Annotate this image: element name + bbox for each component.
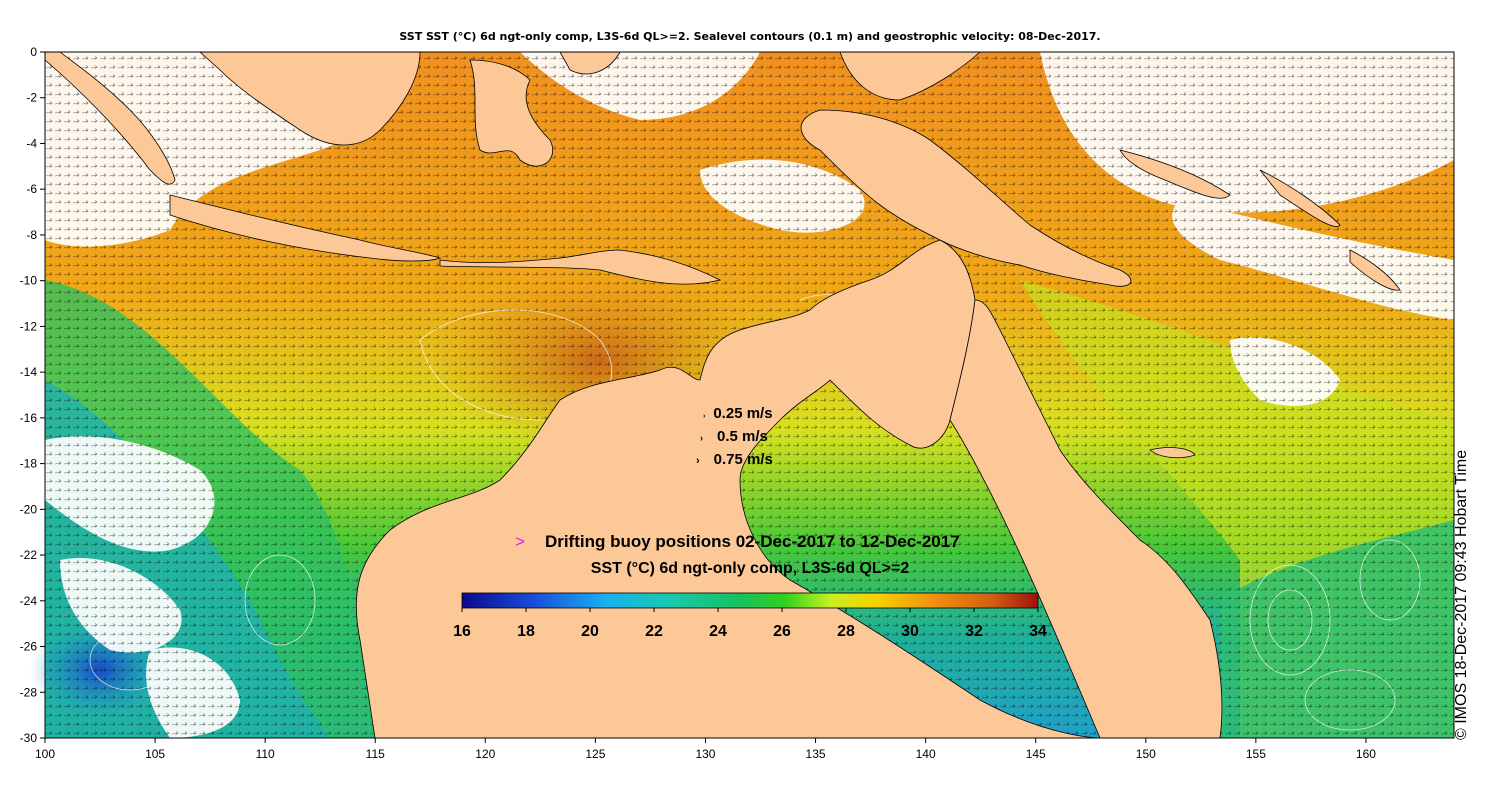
y-tick-label: 0 — [30, 45, 37, 59]
y-tick-label: -20 — [20, 502, 38, 516]
credit-label: © IMOS 18-Dec-2017 09:43 Hobart Time — [1453, 449, 1470, 740]
colorbar-tick-label: 26 — [773, 623, 791, 640]
velocity-legend-row-2: › 0.5 m/s — [700, 428, 768, 445]
buoy-legend-label: Drifting buoy positions 02-Dec-2017 to 1… — [544, 532, 960, 551]
x-tick-label: 130 — [695, 747, 715, 761]
colorbar: 16 18 20 22 24 26 28 30 32 34 — [453, 592, 1047, 640]
x-tick-label: 160 — [1356, 747, 1376, 761]
y-tick-label: -10 — [20, 274, 38, 288]
buoy-legend: > Drifting buoy positions 02-Dec-2017 to … — [515, 532, 960, 552]
colorbar-tick-label: 34 — [1029, 623, 1047, 640]
colorbar-ticks: 16 18 20 22 24 26 28 30 32 34 — [453, 608, 1047, 640]
land-masses — [44, 51, 1401, 739]
x-axis: 100 105 110 115 120 125 130 135 140 145 150 155 160 — [35, 738, 1376, 761]
y-tick-label: -6 — [26, 182, 37, 196]
y-tick-label: -12 — [20, 319, 38, 333]
y-tick-label: -2 — [26, 91, 37, 105]
y-tick-label: -28 — [20, 685, 38, 699]
x-tick-label: 120 — [475, 747, 495, 761]
velocity-arrow-icon: › — [703, 413, 706, 420]
new-guinea-island — [800, 109, 1132, 287]
borneo-island — [198, 51, 421, 146]
velocity-legend-row-1: › 0.25 m/s — [703, 405, 773, 422]
colorbar-tick-label: 30 — [901, 623, 919, 640]
velocity-label: 0.75 m/s — [713, 451, 773, 468]
map-title: SST SST (°C) 6d ngt-only comp, L3S-6d QL… — [399, 30, 1101, 43]
x-tick-label: 100 — [35, 747, 55, 761]
x-tick-label: 115 — [366, 747, 385, 761]
velocity-label: 0.25 m/s — [713, 405, 773, 422]
colorbar-tick-label: 24 — [709, 623, 727, 640]
colorbar-tick-label: 32 — [965, 623, 983, 640]
colorbar-tick-label: 18 — [517, 623, 535, 640]
credit-text: © IMOS 18-Dec-2017 09:43 Hobart Time — [1453, 450, 1500, 740]
y-tick-label: -22 — [20, 548, 38, 562]
colorbar-tick-label: 16 — [453, 623, 471, 640]
buoy-marker-icon: > — [515, 532, 525, 551]
x-tick-label: 125 — [585, 747, 605, 761]
y-tick-label: -16 — [20, 411, 38, 425]
x-tick-label: 135 — [806, 747, 826, 761]
y-tick-label: -30 — [20, 731, 38, 745]
australia-landmass — [355, 239, 1101, 739]
colorbar-tick-label: 28 — [837, 623, 855, 640]
y-axis: 0 -2 -4 -6 -8 -10 -12 -14 -16 -18 -20 -22 -24 -26 -28 -… — [20, 45, 45, 745]
colorbar-tick-label: 20 — [581, 623, 599, 640]
y-tick-label: -4 — [26, 136, 37, 150]
x-tick-label: 155 — [1246, 747, 1266, 761]
velocity-legend-row-3: › 0.75 m/s — [696, 451, 773, 468]
y-tick-label: -8 — [26, 228, 37, 242]
x-tick-label: 145 — [1026, 747, 1046, 761]
y-tick-label: -14 — [20, 365, 38, 379]
x-tick-label: 140 — [916, 747, 936, 761]
java-island — [169, 194, 442, 262]
y-tick-label: -24 — [20, 594, 38, 608]
velocity-arrow-icon: › — [696, 455, 700, 467]
colorbar-gradient — [461, 592, 1039, 609]
x-tick-label: 105 — [145, 747, 165, 761]
plot-frame — [44, 51, 1455, 739]
velocity-arrow-icon: › — [700, 433, 703, 443]
y-tick-label: -18 — [20, 457, 38, 471]
velocity-label: 0.5 m/s — [717, 428, 768, 445]
y-tick-label: -26 — [20, 640, 38, 654]
x-tick-label: 110 — [256, 747, 275, 761]
colorbar-tick-label: 22 — [645, 623, 663, 640]
x-tick-label: 150 — [1136, 747, 1156, 761]
colorbar-title: SST (°C) 6d ngt-only comp, L3S-6d QL>=2 — [590, 560, 910, 577]
